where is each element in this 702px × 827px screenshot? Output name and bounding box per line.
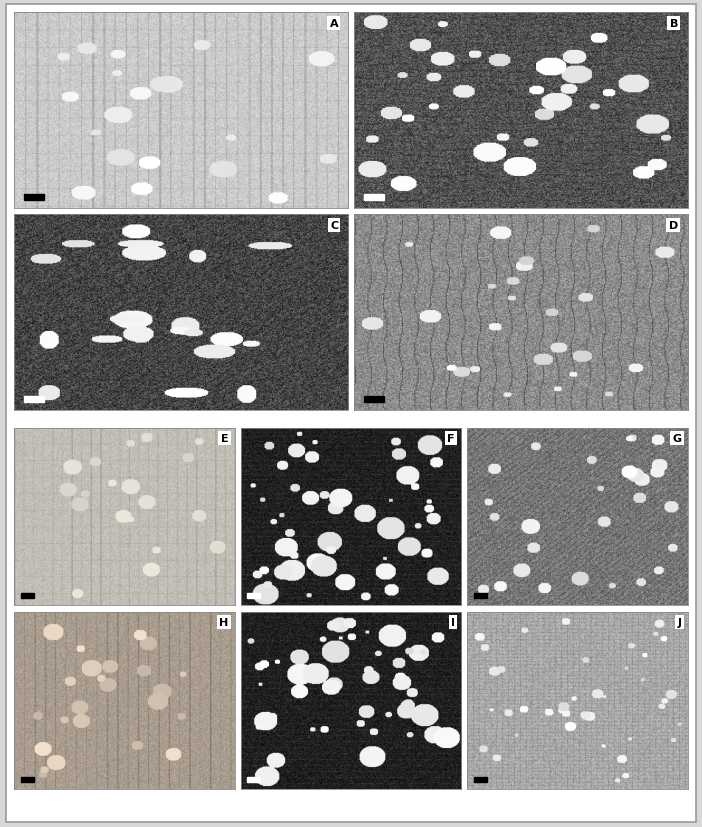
Bar: [474, 777, 487, 782]
Text: A: A: [329, 19, 338, 29]
Bar: [247, 777, 260, 782]
Text: B: B: [670, 19, 678, 29]
Bar: [474, 593, 487, 598]
Text: F: F: [447, 433, 455, 443]
Text: I: I: [451, 617, 455, 627]
Text: D: D: [669, 221, 678, 231]
Text: H: H: [219, 617, 228, 627]
Bar: [24, 396, 44, 403]
Bar: [247, 593, 260, 598]
Bar: [364, 194, 384, 201]
Bar: [24, 194, 44, 201]
Text: G: G: [673, 433, 682, 443]
Bar: [20, 777, 34, 782]
Bar: [20, 593, 34, 598]
Bar: [364, 396, 384, 403]
Text: J: J: [677, 617, 682, 627]
Text: E: E: [220, 433, 228, 443]
Text: C: C: [330, 221, 338, 231]
